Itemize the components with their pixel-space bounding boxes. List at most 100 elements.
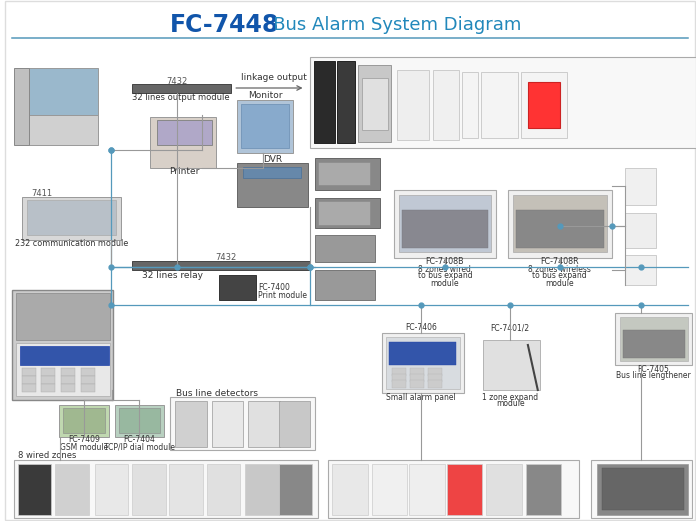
Bar xyxy=(315,158,379,190)
Bar xyxy=(462,72,479,138)
Bar xyxy=(62,384,75,392)
Bar xyxy=(132,84,231,93)
Circle shape xyxy=(371,100,379,108)
Bar xyxy=(410,464,444,515)
Bar xyxy=(328,460,580,518)
Bar xyxy=(615,313,692,365)
Bar xyxy=(389,342,456,365)
Bar xyxy=(484,340,540,390)
Bar xyxy=(386,337,460,389)
Bar xyxy=(337,61,355,143)
Bar xyxy=(81,368,95,376)
Bar xyxy=(625,168,657,205)
Bar xyxy=(206,464,240,515)
Bar xyxy=(211,401,243,447)
Text: 32 lines output module: 32 lines output module xyxy=(132,93,230,102)
Bar xyxy=(625,255,657,285)
Bar xyxy=(279,464,312,515)
Bar xyxy=(18,464,51,515)
Bar xyxy=(315,198,379,228)
Bar xyxy=(310,57,696,148)
Bar xyxy=(20,346,108,365)
Bar xyxy=(26,115,98,145)
Bar xyxy=(41,368,55,376)
Bar xyxy=(12,290,113,400)
Bar xyxy=(528,82,559,128)
Bar xyxy=(170,397,315,450)
Bar xyxy=(602,468,684,510)
Bar xyxy=(486,464,522,515)
Bar xyxy=(22,384,36,392)
Text: FC-7408B: FC-7408B xyxy=(426,257,464,267)
Bar xyxy=(150,117,216,168)
Bar xyxy=(516,210,604,248)
Text: FC-7409: FC-7409 xyxy=(68,436,100,444)
Text: 32 lines relay: 32 lines relay xyxy=(142,271,203,280)
Bar xyxy=(314,61,335,143)
Bar xyxy=(526,464,561,515)
Bar xyxy=(62,376,75,384)
Bar xyxy=(132,261,310,270)
Bar xyxy=(241,104,288,148)
Bar xyxy=(60,405,108,437)
Bar xyxy=(219,275,256,300)
Bar xyxy=(16,343,110,396)
Text: FC-7406: FC-7406 xyxy=(405,324,437,332)
Bar xyxy=(332,464,368,515)
Bar xyxy=(428,374,442,382)
Text: Print module: Print module xyxy=(258,291,307,300)
Bar xyxy=(410,368,424,376)
Bar xyxy=(315,270,374,300)
Text: FC-7404: FC-7404 xyxy=(123,436,155,444)
Circle shape xyxy=(357,86,393,122)
Text: Bus line lengthener: Bus line lengthener xyxy=(616,371,691,380)
Bar xyxy=(597,464,688,515)
Text: linkage output: linkage output xyxy=(241,72,307,81)
Circle shape xyxy=(482,87,517,123)
Bar xyxy=(237,100,293,153)
Text: FC-7448: FC-7448 xyxy=(170,13,279,37)
Bar xyxy=(592,460,692,518)
Bar xyxy=(447,464,482,515)
Text: FC-7405: FC-7405 xyxy=(638,365,669,374)
Bar xyxy=(433,70,459,140)
Bar xyxy=(315,235,374,262)
Text: Printer: Printer xyxy=(169,167,199,177)
Text: 7411: 7411 xyxy=(32,189,52,197)
Bar xyxy=(248,401,280,447)
Bar xyxy=(243,167,300,178)
Text: Bus Alarm System Diagram: Bus Alarm System Diagram xyxy=(256,16,522,34)
Text: module: module xyxy=(430,279,459,288)
Bar xyxy=(623,330,685,358)
Bar xyxy=(382,333,463,393)
Bar xyxy=(55,464,89,515)
Circle shape xyxy=(333,237,357,261)
Bar xyxy=(115,405,164,437)
Text: Monitor: Monitor xyxy=(248,92,282,101)
Bar xyxy=(428,380,442,388)
Bar xyxy=(318,162,370,185)
Bar xyxy=(394,190,496,258)
Bar xyxy=(482,72,518,138)
Circle shape xyxy=(365,94,384,114)
Bar xyxy=(169,464,202,515)
Bar xyxy=(95,464,129,515)
Text: TCP/IP dial module: TCP/IP dial module xyxy=(104,442,175,452)
Bar xyxy=(245,464,279,515)
Bar xyxy=(372,464,407,515)
Bar xyxy=(393,368,406,376)
Bar xyxy=(358,65,391,142)
Bar xyxy=(410,374,424,382)
Bar xyxy=(81,384,95,392)
Bar xyxy=(22,376,36,384)
Text: 1 zone expand: 1 zone expand xyxy=(482,392,538,402)
Bar xyxy=(513,195,607,252)
Bar xyxy=(318,201,370,225)
Text: module: module xyxy=(545,279,574,288)
Bar xyxy=(132,464,166,515)
Bar xyxy=(63,408,105,433)
Text: module: module xyxy=(496,400,524,408)
Bar xyxy=(41,384,55,392)
Bar xyxy=(428,368,442,376)
Bar xyxy=(625,213,657,248)
